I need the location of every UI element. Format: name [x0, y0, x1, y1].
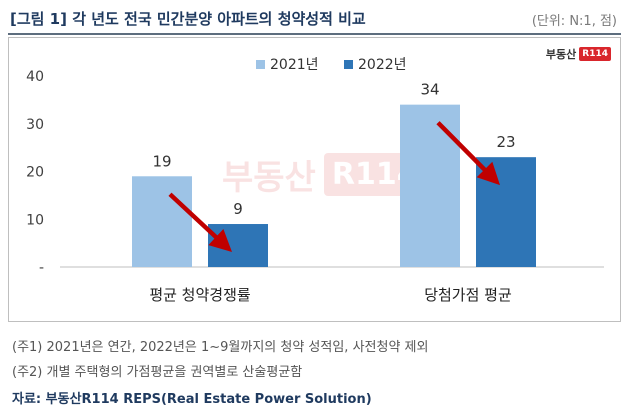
source-credit: 자료: 부동산R114 REPS(Real Estate Power Solut… — [12, 392, 372, 407]
y-tick-label: 10 — [26, 212, 44, 228]
category-label: 당첨가점 평균 — [424, 286, 512, 304]
bar-2021 — [132, 176, 192, 267]
watermark-text: 부동산 — [222, 158, 316, 198]
bar-2021 — [400, 104, 460, 268]
data-label: 23 — [496, 133, 515, 151]
y-tick-label: 40 — [26, 69, 44, 85]
brand-text: 부동산 — [545, 48, 577, 61]
decline-arrow-icon — [436, 121, 500, 186]
footnote-2: (주2) 개별 주택형의 가점평균을 권역별로 산술평균함 — [12, 365, 303, 380]
figure-title: [그림 1] 각 년도 전국 민간분양 아파트의 청약성적 비교 — [10, 10, 366, 28]
legend-label: 2022년 — [358, 57, 407, 73]
legend-swatch-2022 — [344, 60, 353, 69]
legend-label: 2021년 — [270, 57, 319, 73]
data-label: 9 — [233, 200, 243, 218]
brand-logo: 부동산 R114 — [546, 46, 611, 62]
data-label: 34 — [420, 81, 439, 99]
category-label: 평균 청약경쟁률 — [149, 286, 251, 304]
y-tick-label: - — [39, 260, 44, 276]
title-divider — [8, 33, 621, 35]
decline-arrow-icon — [168, 192, 232, 253]
data-label: 19 — [152, 152, 171, 170]
bar-chart: - 10 20 30 40 19 9 평균 청약경쟁률 34 23 당첨가점 평균 2021년 2022… — [26, 57, 604, 304]
legend-swatch-2021 — [256, 60, 265, 69]
unit-label: (단위: N:1, 점) — [531, 14, 617, 29]
chart-frame — [8, 37, 621, 322]
footnote-1: (주1) 2021년은 연간, 2022년은 1~9월까지의 청약 성적임, 사… — [12, 340, 429, 355]
y-tick-label: 20 — [26, 165, 44, 181]
brand-box: R114 — [579, 47, 611, 61]
y-tick-label: 30 — [26, 117, 44, 133]
